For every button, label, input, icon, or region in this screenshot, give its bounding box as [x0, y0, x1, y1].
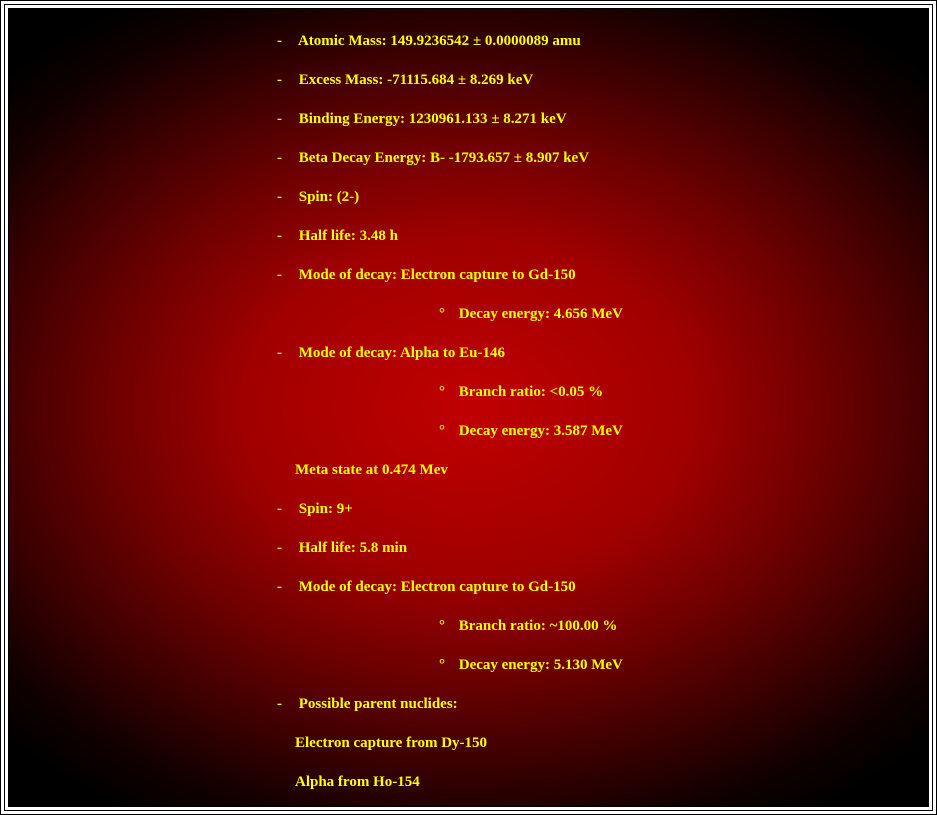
atomic-mass-text: Atomic Mass: 149.9236542 ± 0.0000089 amu [298, 33, 581, 49]
bullet-dash: - [277, 267, 295, 284]
parent2-row: Alpha from Ho-154 [295, 774, 908, 791]
spin2-row: - Spin: 9+ [277, 501, 908, 518]
parent1-row: Electron capture from Dy-150 [295, 735, 908, 752]
parent2-text: Alpha from Ho-154 [295, 774, 420, 790]
half-life1-text: Half life: 3.48 h [299, 228, 398, 244]
mode2-row: - Mode of decay: Alpha to Eu-146 [277, 345, 908, 362]
bullet-dash: - [277, 540, 295, 557]
mode2-sub2-row: ° Decay energy: 3.587 MeV [439, 423, 908, 440]
mode2-sub1-text: Branch ratio: <0.05 % [459, 384, 603, 400]
mode3-sub1-text: Branch ratio: ~100.00 % [459, 618, 618, 634]
binding-energy-text: Binding Energy: 1230961.133 ± 8.271 keV [299, 111, 567, 127]
bullet-dash: - [277, 150, 295, 167]
bullet-dash: - [277, 111, 295, 128]
mid-frame: - Atomic Mass: 149.9236542 ± 0.0000089 a… [4, 4, 933, 811]
mode3-sub2-row: ° Decay energy: 5.130 MeV [439, 657, 908, 674]
mode2-sub2-text: Decay energy: 3.587 MeV [459, 423, 623, 439]
mode1-text: Mode of decay: Electron capture to Gd-15… [299, 267, 576, 283]
bullet-degree: ° [439, 423, 455, 440]
excess-mass-row: - Excess Mass: -71115.684 ± 8.269 keV [277, 72, 908, 89]
bullet-degree: ° [439, 657, 455, 674]
spin1-row: - Spin: (2-) [277, 189, 908, 206]
binding-energy-row: - Binding Energy: 1230961.133 ± 8.271 ke… [277, 111, 908, 128]
mode3-sub1-row: ° Branch ratio: ~100.00 % [439, 618, 908, 635]
mode1-sub1-text: Decay energy: 4.656 MeV [459, 306, 623, 322]
spin1-text: Spin: (2-) [299, 189, 359, 205]
beta-decay-text: Beta Decay Energy: B- -1793.657 ± 8.907 … [299, 150, 589, 166]
outer-frame: - Atomic Mass: 149.9236542 ± 0.0000089 a… [0, 0, 937, 815]
bullet-degree: ° [439, 306, 455, 323]
mode2-text: Mode of decay: Alpha to Eu-146 [299, 345, 505, 361]
bullet-dash: - [277, 579, 295, 596]
bullet-dash: - [277, 228, 295, 245]
atomic-mass-row: - Atomic Mass: 149.9236542 ± 0.0000089 a… [277, 33, 908, 50]
meta-state-text: Meta state at 0.474 Mev [295, 462, 448, 478]
mode3-sub2-text: Decay energy: 5.130 MeV [459, 657, 623, 673]
bullet-dash: - [277, 33, 295, 50]
beta-decay-row: - Beta Decay Energy: B- -1793.657 ± 8.90… [277, 150, 908, 167]
bullet-dash: - [277, 696, 295, 713]
parent1-text: Electron capture from Dy-150 [295, 735, 487, 751]
bullet-dash: - [277, 345, 295, 362]
meta-state-header: Meta state at 0.474 Mev [295, 462, 908, 479]
excess-mass-text: Excess Mass: -71115.684 ± 8.269 keV [299, 72, 533, 88]
content-panel: - Atomic Mass: 149.9236542 ± 0.0000089 a… [8, 8, 929, 807]
half-life2-row: - Half life: 5.8 min [277, 540, 908, 557]
bullet-dash: - [277, 501, 295, 518]
mode3-row: - Mode of decay: Electron capture to Gd-… [277, 579, 908, 596]
half-life1-row: - Half life: 3.48 h [277, 228, 908, 245]
parents-header-text: Possible parent nuclides: [299, 696, 458, 712]
parents-header-row: - Possible parent nuclides: [277, 696, 908, 713]
mode1-row: - Mode of decay: Electron capture to Gd-… [277, 267, 908, 284]
mode1-sub1-row: ° Decay energy: 4.656 MeV [439, 306, 908, 323]
bullet-degree: ° [439, 384, 455, 401]
spin2-text: Spin: 9+ [299, 501, 353, 517]
bullet-degree: ° [439, 618, 455, 635]
mode3-text: Mode of decay: Electron capture to Gd-15… [299, 579, 576, 595]
text-block: - Atomic Mass: 149.9236542 ± 0.0000089 a… [277, 33, 908, 791]
bullet-dash: - [277, 189, 295, 206]
bullet-dash: - [277, 72, 295, 89]
half-life2-text: Half life: 5.8 min [299, 540, 407, 556]
mode2-sub1-row: ° Branch ratio: <0.05 % [439, 384, 908, 401]
